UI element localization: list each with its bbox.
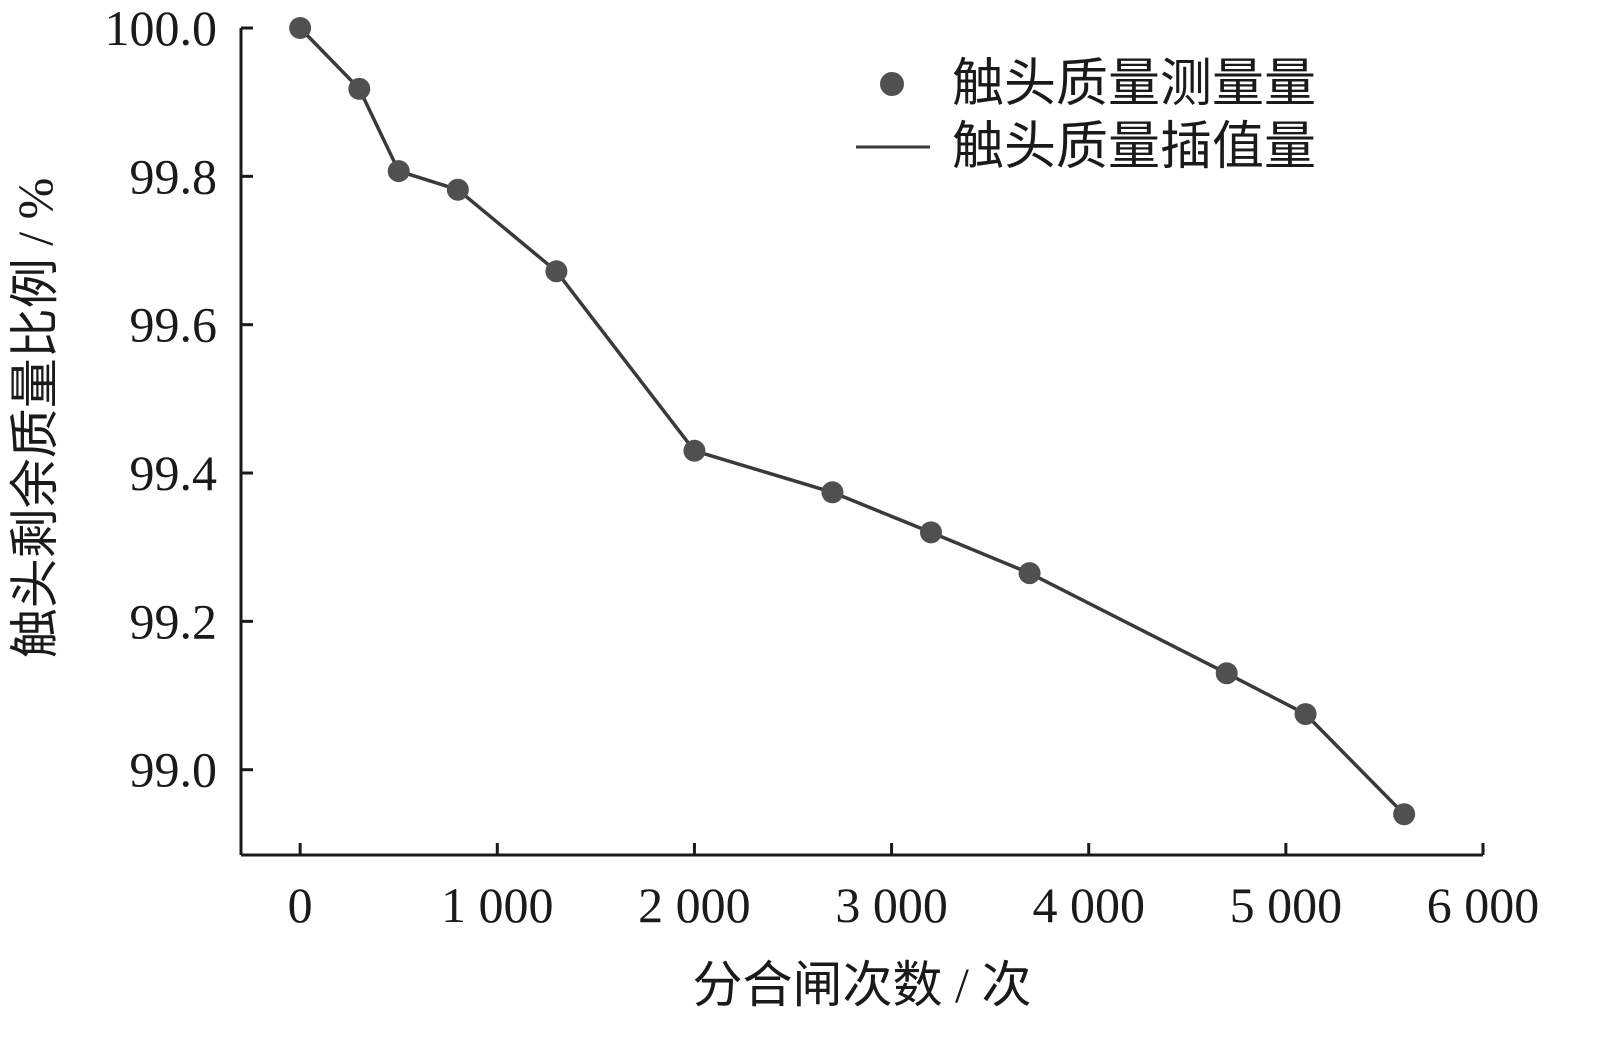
data-point-measured: [348, 77, 371, 100]
legend-label-interpolated: 触头质量插值量: [952, 119, 1316, 176]
x-axis-title: 分合闸次数 / 次: [693, 957, 1032, 1013]
legend: 触头质量测量量 触头质量插值量: [856, 56, 1316, 176]
data-point-measured: [446, 178, 469, 201]
x-tick-label: 2 000: [638, 877, 751, 933]
y-tick-label: 99.6: [130, 297, 218, 353]
data-point-measured: [821, 481, 844, 504]
data-point-measured: [1018, 562, 1041, 585]
data-point-measured: [289, 17, 312, 39]
data-point-measured: [1294, 703, 1317, 726]
y-ticks: 99.0 99.2 99.4 99.6 99.8 100.0: [105, 0, 253, 798]
x-ticks: 0 1 000 2 000 3 000 4 000 5 000 6 000: [288, 843, 1540, 933]
data-point-measured: [1215, 662, 1238, 685]
y-tick-label: 99.0: [130, 742, 218, 798]
data-point-measured: [1393, 803, 1416, 826]
y-axis-title: 触头剩余质量比例 / %: [7, 178, 63, 659]
legend-label-measured: 触头质量测量量: [952, 56, 1316, 113]
data-point-measured: [545, 260, 568, 283]
axes: 0 1 000 2 000 3 000 4 000 5 000 6 000 99.0 99.2…: [105, 0, 1540, 933]
y-tick-label: 99.2: [130, 593, 218, 649]
data-point-measured: [920, 521, 942, 544]
series-line-interpolated: [298, 26, 1406, 816]
data-point-measured: [683, 439, 706, 462]
x-tick-label: 5 000: [1230, 877, 1343, 933]
x-tick-label: 0: [288, 877, 313, 933]
x-tick-label: 1 000: [441, 877, 554, 933]
x-tick-label: 6 000: [1427, 877, 1540, 933]
data-point-measured: [387, 160, 410, 183]
y-tick-label: 99.4: [130, 445, 218, 501]
legend-marker-measured: [880, 72, 904, 96]
y-tick-label: 99.8: [130, 148, 218, 204]
series-layer: [289, 17, 1416, 826]
x-tick-label: 4 000: [1032, 877, 1145, 933]
x-tick-label: 3 000: [835, 877, 948, 933]
y-tick-label: 100.0: [105, 0, 218, 56]
